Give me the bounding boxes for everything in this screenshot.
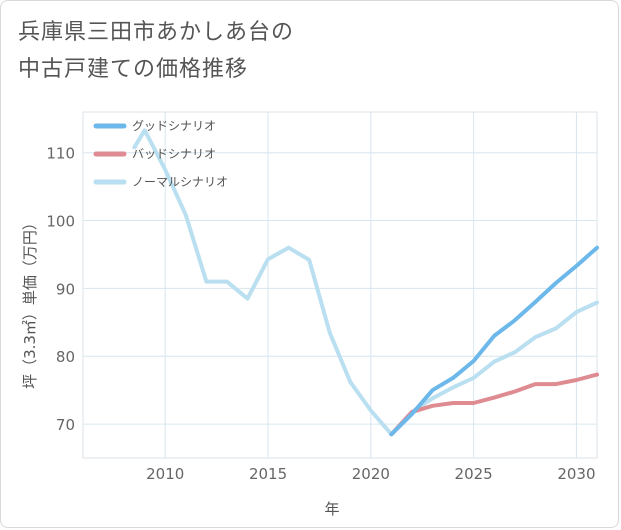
y-tick-label: 100 <box>46 213 75 231</box>
legend-label: バッドシナリオ <box>132 147 216 161</box>
x-tick-label: 2025 <box>455 465 493 483</box>
tick-labels: 2010 2015 2020 2025 2030 70 80 90 100 110 <box>46 145 595 483</box>
legend-label: ノーマルシナリオ <box>132 175 228 189</box>
x-axis-label: 年 <box>324 500 339 518</box>
legend-label: グッドシナリオ <box>132 119 216 133</box>
series-lines <box>132 128 599 437</box>
y-tick-label: 80 <box>56 348 75 366</box>
series-line-0 <box>389 245 599 437</box>
x-tick-label: 2015 <box>249 465 287 483</box>
y-tick-label: 70 <box>56 416 75 434</box>
y-tick-label: 110 <box>46 145 75 163</box>
y-tick-label: 90 <box>56 280 75 298</box>
plot-frame <box>82 111 598 459</box>
x-tick-label: 2010 <box>146 465 184 483</box>
series-line-1 <box>389 372 599 437</box>
x-tick-label: 2030 <box>557 465 595 483</box>
chart-title: 兵庫県三田市あかしあ台の 中古戸建ての価格推移 <box>18 20 295 82</box>
y-axis-label: 坪（3.3㎡）単価（万円） <box>21 215 39 389</box>
series-line-2 <box>132 128 599 437</box>
x-tick-label: 2020 <box>352 465 390 483</box>
